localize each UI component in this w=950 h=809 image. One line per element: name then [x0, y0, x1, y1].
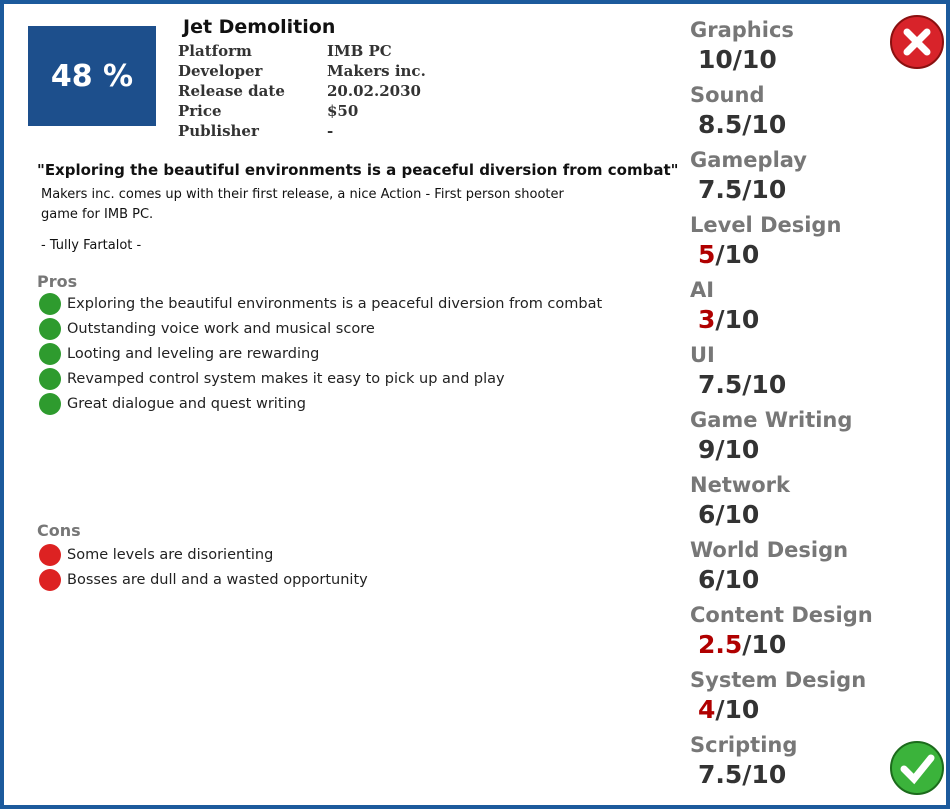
rating-score: 6: [698, 565, 716, 594]
rating-score: 5: [698, 240, 716, 269]
review-quote: "Exploring the beautiful environments is…: [37, 161, 679, 179]
pros-item: Looting and leveling are rewarding: [39, 343, 319, 365]
review-text: Makers inc. comes up with their first re…: [41, 187, 564, 222]
rating-row: 10/10: [698, 45, 777, 74]
info-value: 20.02.2030: [327, 82, 421, 100]
rating-max: /10: [715, 435, 760, 464]
review-author: - Tully Fartalot -: [41, 238, 142, 253]
pros-item: Exploring the beautiful environments is …: [39, 293, 602, 315]
info-label: Developer: [178, 62, 263, 80]
rating-name: Content Design: [690, 603, 873, 627]
rating-score: 7.5: [698, 760, 743, 789]
rating-score: 2.5: [698, 630, 743, 659]
rating-score: 10: [698, 45, 733, 74]
pros-icon: [39, 293, 61, 315]
rating-max: /10: [715, 695, 760, 724]
cons-icon: [39, 569, 61, 591]
pros-item: Revamped control system makes it easy to…: [39, 368, 505, 390]
rating-max: /10: [742, 175, 787, 204]
rating-row: 7.5/10: [698, 175, 786, 204]
rating-name: Game Writing: [690, 408, 853, 432]
rating-max: /10: [742, 110, 787, 139]
rating-row: 9/10: [698, 435, 759, 464]
rating-max: /10: [715, 305, 760, 334]
pros-icon: [39, 343, 61, 365]
cons-text: Bosses are dull and a wasted opportunity: [67, 572, 368, 588]
cons-title: Cons: [37, 521, 81, 540]
rating-score: 8.5: [698, 110, 743, 139]
rating-score: 7.5: [698, 370, 743, 399]
pros-text: Revamped control system makes it easy to…: [67, 371, 505, 387]
rating-max: /10: [715, 240, 760, 269]
cons-item: Some levels are disorienting: [39, 544, 273, 566]
rating-row: 7.5/10: [698, 760, 786, 789]
info-label: Publisher: [178, 122, 259, 140]
pros-text: Exploring the beautiful environments is …: [67, 296, 603, 312]
rating-score: 6: [698, 500, 716, 529]
info-value: -: [327, 122, 334, 140]
rating-name: Gameplay: [690, 148, 807, 172]
pros-item: Great dialogue and quest writing: [39, 393, 306, 415]
rating-score: 9: [698, 435, 716, 464]
info-label: Price: [178, 102, 222, 120]
rating-max: /10: [742, 760, 787, 789]
pros-item: Outstanding voice work and musical score: [39, 318, 375, 340]
info-label: Platform: [178, 42, 252, 60]
rating-name: Sound: [690, 83, 765, 107]
rating-name: UI: [690, 343, 715, 367]
rating-row: 8.5/10: [698, 110, 786, 139]
rating-score: 3: [698, 305, 716, 334]
info-value: IMB PC: [327, 42, 392, 60]
rating-row: 3/10: [698, 305, 759, 334]
rating-row: 7.5/10: [698, 370, 786, 399]
cons-item: Bosses are dull and a wasted opportunity: [39, 569, 368, 591]
rating-max: /10: [715, 500, 760, 529]
overall-score: 48 %: [28, 26, 156, 126]
info-value: $50: [327, 102, 359, 120]
game-title: Jet Demolition: [183, 16, 336, 38]
rating-name: System Design: [690, 668, 867, 692]
pros-icon: [39, 318, 61, 340]
pros-icon: [39, 368, 61, 390]
pros-text: Looting and leveling are rewarding: [67, 346, 320, 362]
rating-score: 7.5: [698, 175, 743, 204]
rating-row: 5/10: [698, 240, 759, 269]
confirm-button[interactable]: [889, 740, 945, 796]
cons-icon: [39, 544, 61, 566]
info-value: Makers inc.: [327, 62, 426, 80]
pros-text: Great dialogue and quest writing: [67, 396, 306, 412]
rating-row: 6/10: [698, 565, 759, 594]
rating-row: 2.5/10: [698, 630, 786, 659]
rating-max: /10: [732, 45, 777, 74]
cons-text: Some levels are disorienting: [67, 547, 274, 563]
rating-name: Graphics: [690, 18, 794, 42]
pros-title: Pros: [37, 272, 78, 291]
rating-name: Scripting: [690, 733, 798, 757]
rating-score: 4: [698, 695, 716, 724]
close-button[interactable]: [889, 14, 945, 70]
rating-max: /10: [742, 370, 787, 399]
rating-max: /10: [715, 565, 760, 594]
rating-row: 4/10: [698, 695, 759, 724]
rating-name: Level Design: [690, 213, 842, 237]
rating-name: Network: [690, 473, 791, 497]
pros-icon: [39, 393, 61, 415]
rating-max: /10: [742, 630, 787, 659]
rating-row: 6/10: [698, 500, 759, 529]
info-label: Release date: [178, 82, 285, 100]
rating-name: AI: [690, 278, 715, 302]
pros-text: Outstanding voice work and musical score: [67, 321, 375, 337]
rating-name: World Design: [690, 538, 849, 562]
